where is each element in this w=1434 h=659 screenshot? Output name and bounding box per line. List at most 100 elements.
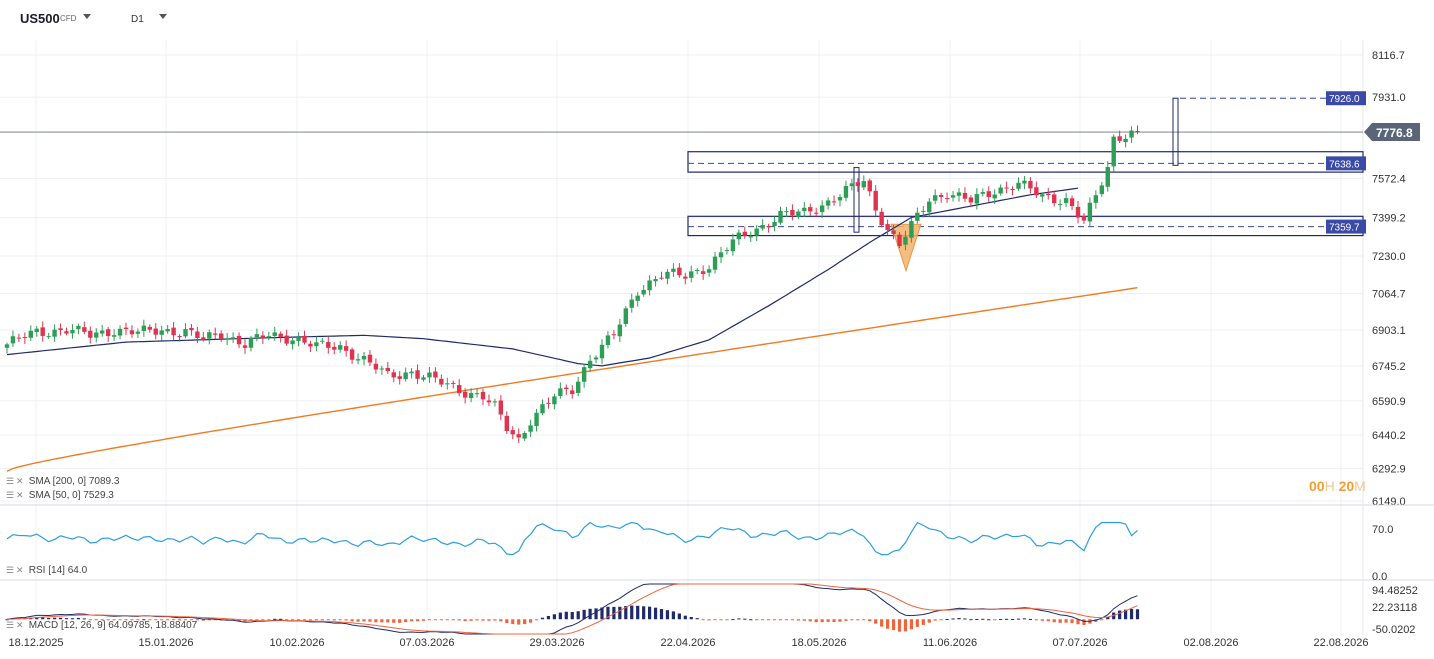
macd-legend-text: MACD [12, 26, 9] 64.09785, 18.88407	[28, 620, 198, 631]
macd-histogram-bar	[1082, 619, 1086, 625]
symbol-label[interactable]: US500	[20, 11, 60, 26]
macd-histogram-bar	[529, 619, 533, 623]
macd-histogram-bar	[683, 615, 687, 620]
candle-body	[695, 270, 700, 272]
macd-histogram-bar	[850, 619, 854, 621]
candle-body	[147, 326, 152, 330]
candle-body	[373, 363, 379, 370]
instrument-type-label: CFD	[60, 14, 77, 23]
candle-body	[284, 335, 289, 344]
macd-histogram-bar	[897, 619, 902, 632]
candle-body	[1057, 204, 1063, 206]
list-icon[interactable]: ☰	[6, 565, 15, 575]
macd-histogram-bar	[1129, 608, 1134, 620]
macd-histogram-bar	[761, 619, 765, 621]
macd-histogram-bar	[148, 619, 152, 621]
macd-legend[interactable]: ☰ ✕ MACD [12, 26, 9] 64.09785, 18.88407	[6, 620, 197, 631]
candle-body	[379, 368, 385, 370]
sma50-legend[interactable]: ☰ ✕ SMA [50, 0] 7529.3	[6, 490, 114, 501]
macd-histogram-bar	[35, 617, 39, 620]
close-icon[interactable]: ✕	[16, 565, 24, 575]
macd-histogram-bar	[874, 619, 878, 624]
candle-body	[605, 335, 611, 346]
candle-body	[819, 205, 825, 213]
macd-histogram-bar	[832, 619, 836, 622]
candle-body	[510, 430, 515, 435]
candle-body	[665, 271, 670, 279]
candle-body	[100, 330, 105, 334]
list-icon[interactable]: ☰	[6, 620, 15, 630]
candle-body	[915, 212, 920, 221]
candle-body	[105, 329, 111, 337]
close-icon[interactable]: ✕	[16, 490, 24, 500]
macd-histogram-bar	[737, 618, 741, 620]
candle-body	[421, 377, 426, 380]
candle-body	[980, 192, 985, 194]
macd-histogram-bar	[927, 619, 931, 623]
candle-body	[486, 400, 492, 403]
macd-histogram-bar	[856, 619, 860, 621]
macd-histogram-bar	[445, 619, 449, 621]
date-tick-label: 07.03.2026	[399, 637, 454, 649]
macd-histogram-bar	[261, 619, 265, 621]
macd-histogram-bar	[802, 619, 806, 621]
candle-body	[52, 329, 57, 337]
candle-body	[451, 382, 456, 384]
candle-body	[831, 201, 837, 203]
candle-body	[260, 335, 266, 339]
macd-histogram-bar	[76, 617, 80, 620]
candle-body	[1135, 130, 1140, 133]
macd-histogram-bar	[826, 619, 830, 622]
level-tag-text: 7926.0	[1329, 94, 1360, 105]
macd-histogram-bar	[540, 617, 545, 620]
macd-histogram-bar	[386, 619, 390, 623]
candle-body	[349, 349, 355, 360]
candle-body	[177, 336, 182, 338]
macd-histogram-bar	[719, 619, 723, 621]
price-tick-label: 7399.2	[1372, 213, 1406, 225]
date-tick-label: 07.07.2026	[1052, 637, 1107, 649]
macd-histogram-bar	[255, 619, 259, 621]
candle-body	[34, 328, 39, 332]
macd-histogram-bar	[886, 619, 890, 629]
macd-histogram-bar	[1046, 619, 1050, 622]
candle-body	[332, 346, 337, 350]
macd-histogram-bar	[1010, 619, 1015, 621]
timeframe-label[interactable]: D1	[131, 14, 144, 25]
candle-body	[950, 195, 956, 198]
candle-body	[659, 277, 664, 279]
candle-body	[879, 211, 884, 226]
macd-histogram-bar	[142, 619, 146, 621]
macd-histogram-bar	[534, 619, 539, 621]
macd-histogram-bar	[743, 618, 747, 620]
timeframe-dropdown-icon[interactable]	[159, 14, 167, 19]
close-icon[interactable]: ✕	[16, 476, 24, 486]
macd-histogram-bar	[53, 617, 57, 620]
macd-histogram-bar	[112, 619, 116, 621]
macd-histogram-bar	[653, 607, 658, 620]
sma200-legend[interactable]: ☰ ✕ SMA [200, 0] 7089.3	[6, 476, 119, 487]
macd-histogram-bar	[88, 619, 92, 621]
macd-histogram-bar	[725, 619, 729, 621]
list-icon[interactable]: ☰	[6, 476, 15, 486]
price-tick-label: 8116.7	[1372, 50, 1405, 62]
symbol-dropdown-icon[interactable]	[83, 14, 91, 19]
macd-histogram-bar	[933, 619, 937, 621]
level-tag-bg	[1326, 156, 1366, 171]
macd-histogram-bar	[421, 619, 426, 621]
macd-histogram-bar	[713, 619, 717, 621]
candle-body	[183, 329, 188, 337]
candle-body	[433, 371, 438, 378]
candle-body	[849, 183, 855, 187]
candle-body	[1046, 193, 1051, 196]
rsi-legend[interactable]: ☰ ✕ RSI [14] 64.0	[6, 565, 87, 576]
close-icon[interactable]: ✕	[16, 620, 24, 630]
list-icon[interactable]: ☰	[6, 490, 15, 500]
candle-body	[4, 344, 10, 348]
candle-body	[778, 210, 783, 223]
candle-body	[308, 343, 313, 347]
sma200-line	[6, 287, 1138, 472]
sma50-legend-text: SMA [50, 0] 7529.3	[28, 490, 114, 501]
macd-histogram-bar	[106, 619, 110, 621]
